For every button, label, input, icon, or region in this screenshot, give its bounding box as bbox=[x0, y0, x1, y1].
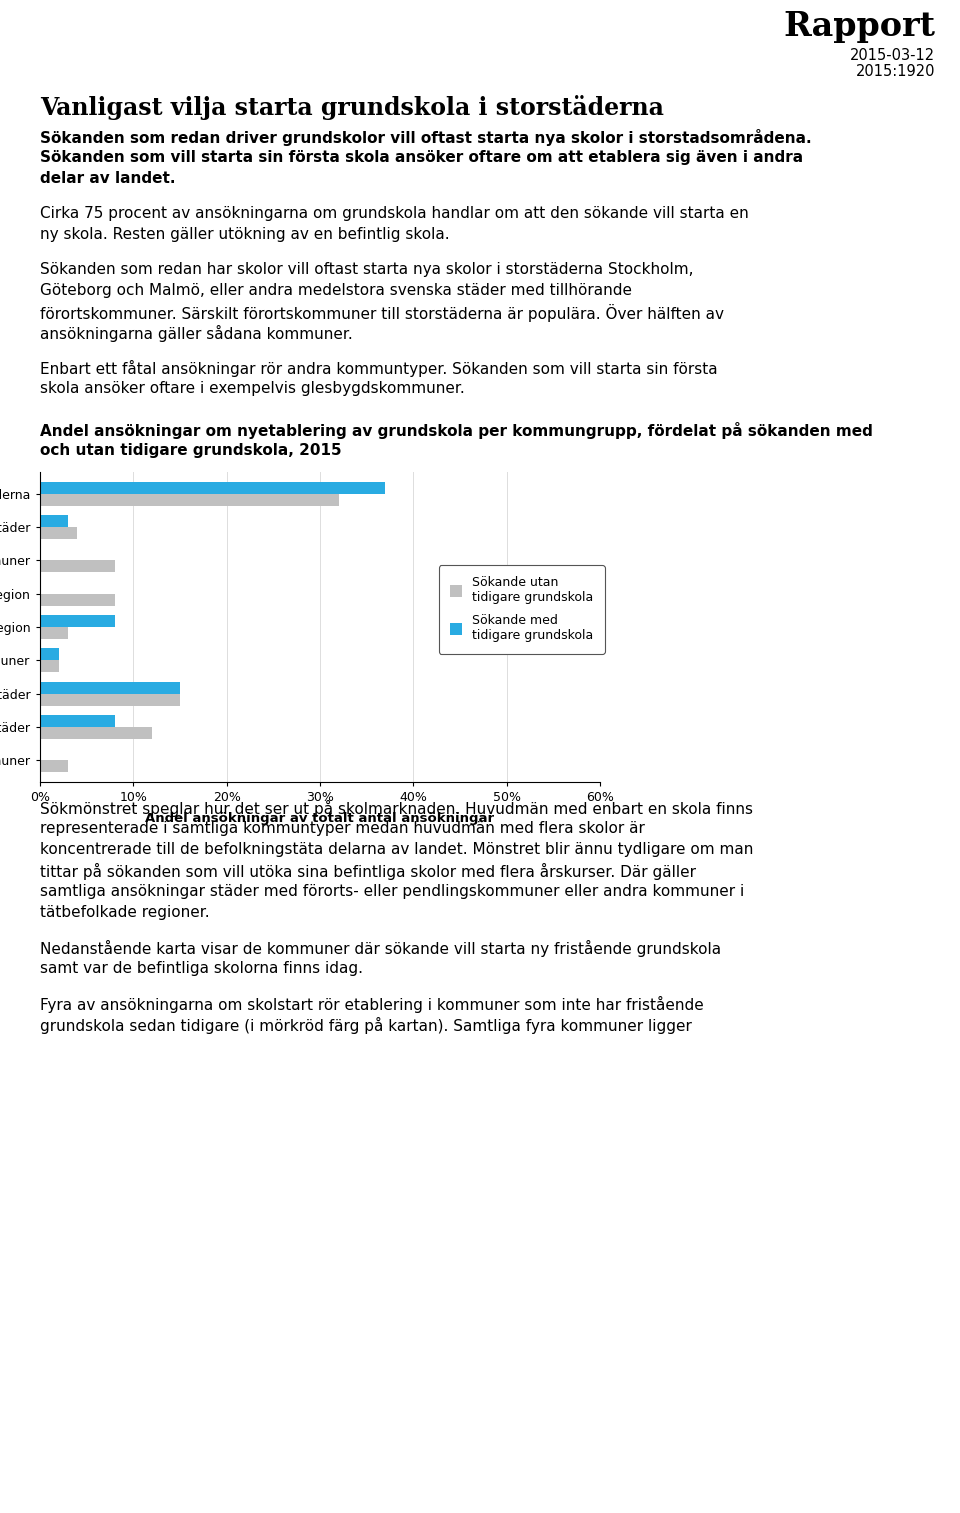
Bar bbox=[40, 716, 114, 728]
Text: tittar på sökanden som vill utöka sina befintliga skolor med flera årskurser. Dä: tittar på sökanden som vill utöka sina b… bbox=[40, 862, 696, 881]
Text: Nedanstående karta visar de kommuner där sökande vill starta ny fristående grund: Nedanstående karta visar de kommuner där… bbox=[40, 940, 721, 958]
Text: Göteborg och Malmö, eller andra medelstora svenska städer med tillhörande: Göteborg och Malmö, eller andra medelsto… bbox=[40, 283, 632, 298]
Text: Cirka 75 procent av ansökningarna om grundskola handlar om att den sökande vill : Cirka 75 procent av ansökningarna om gru… bbox=[40, 206, 749, 221]
Text: Fyra av ansökningarna om skolstart rör etablering i kommuner som inte har fristå: Fyra av ansökningarna om skolstart rör e… bbox=[40, 996, 704, 1014]
Bar bbox=[40, 560, 114, 572]
Text: ansökningarna gäller sådana kommuner.: ansökningarna gäller sådana kommuner. bbox=[40, 325, 352, 342]
Bar bbox=[40, 693, 180, 705]
Text: delar av landet.: delar av landet. bbox=[40, 171, 176, 186]
Text: Enbart ett fåtal ansökningar rör andra kommuntyper. Sökanden som vill starta sin: Enbart ett fåtal ansökningar rör andra k… bbox=[40, 360, 718, 377]
Bar bbox=[40, 682, 180, 693]
Bar bbox=[40, 761, 68, 772]
Text: Sökanden som redan har skolor vill oftast starta nya skolor i storstäderna Stock: Sökanden som redan har skolor vill oftas… bbox=[40, 262, 693, 277]
Text: Sökanden som redan driver grundskolor vill oftast starta nya skolor i storstadso: Sökanden som redan driver grundskolor vi… bbox=[40, 129, 811, 145]
Text: Rapport: Rapport bbox=[783, 11, 935, 42]
Legend: Sökande utan
tidigare grundskola, Sökande med
tidigare grundskola: Sökande utan tidigare grundskola, Sökand… bbox=[439, 564, 605, 654]
Bar bbox=[40, 728, 152, 738]
Text: 2015-03-12: 2015-03-12 bbox=[850, 48, 935, 64]
Text: tätbefolkade regioner.: tätbefolkade regioner. bbox=[40, 905, 209, 920]
Bar bbox=[40, 514, 68, 527]
Bar bbox=[40, 481, 385, 493]
Text: samt var de befintliga skolorna finns idag.: samt var de befintliga skolorna finns id… bbox=[40, 961, 363, 976]
Text: samtliga ansökningar städer med förorts- eller pendlingskommuner eller andra kom: samtliga ansökningar städer med förorts-… bbox=[40, 884, 744, 899]
Text: representerade i samtliga kommuntyper medan huvudmän med flera skolor är: representerade i samtliga kommuntyper me… bbox=[40, 822, 645, 837]
Text: Sökanden som vill starta sin första skola ansöker oftare om att etablera sig äve: Sökanden som vill starta sin första skol… bbox=[40, 150, 804, 165]
Text: 2015:1920: 2015:1920 bbox=[855, 64, 935, 79]
Text: ny skola. Resten gäller utökning av en befintlig skola.: ny skola. Resten gäller utökning av en b… bbox=[40, 227, 449, 242]
Bar bbox=[40, 593, 114, 605]
Text: koncentrerade till de befolkningstäta delarna av landet. Mönstret blir ännu tydl: koncentrerade till de befolkningstäta de… bbox=[40, 843, 754, 856]
Bar bbox=[40, 626, 68, 638]
Bar bbox=[40, 614, 114, 626]
Text: Vanligast vilja starta grundskola i storstäderna: Vanligast vilja starta grundskola i stor… bbox=[40, 95, 664, 120]
Text: skola ansöker oftare i exempelvis glesbygdskommuner.: skola ansöker oftare i exempelvis glesby… bbox=[40, 381, 465, 396]
Bar bbox=[40, 660, 59, 672]
Text: Andel ansökningar om nyetablering av grundskola per kommungrupp, fördelat på sök: Andel ansökningar om nyetablering av gru… bbox=[40, 422, 873, 439]
Bar bbox=[40, 649, 59, 660]
Bar bbox=[40, 527, 78, 539]
X-axis label: Andel ansökningar av totalt antal ansökningar: Andel ansökningar av totalt antal ansökn… bbox=[145, 812, 494, 826]
Text: och utan tidigare grundskola, 2015: och utan tidigare grundskola, 2015 bbox=[40, 443, 342, 458]
Bar bbox=[40, 493, 339, 505]
Text: förortskommuner. Särskilt förortskommuner till storstäderna är populära. Över hä: förortskommuner. Särskilt förortskommune… bbox=[40, 304, 724, 322]
Text: Sökmönstret speglar hur det ser ut på skolmarknaden. Huvudmän med enbart en skol: Sökmönstret speglar hur det ser ut på sk… bbox=[40, 800, 753, 817]
Text: grundskola sedan tidigare (i mörkröd färg på kartan). Samtliga fyra kommuner lig: grundskola sedan tidigare (i mörkröd fär… bbox=[40, 1017, 692, 1033]
